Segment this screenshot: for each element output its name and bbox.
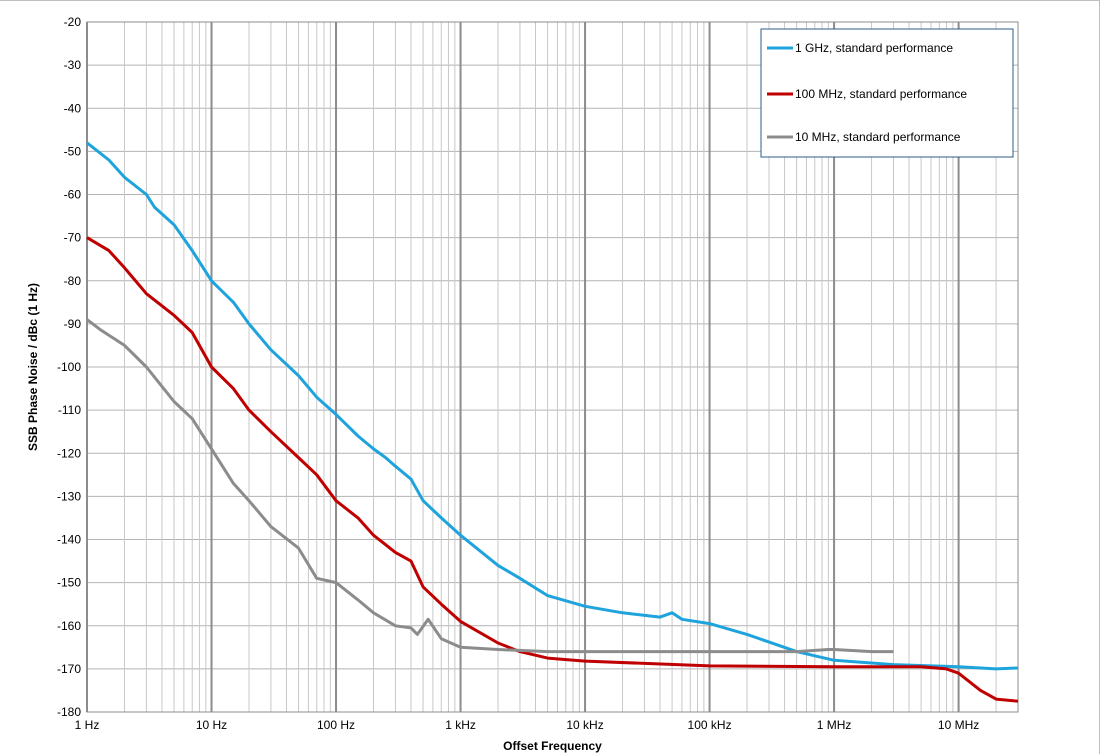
y-tick-labels: -20 -30 -40 -50 -60 -70 -80 -90 -100 -110 -120 -130… [57, 15, 81, 719]
legend-label-100mhz: 100 MHz, standard performance [795, 87, 967, 101]
y-tick-label: -140 [57, 533, 81, 547]
legend-label-10mhz: 10 MHz, standard performance [795, 130, 961, 144]
y-tick-label: -100 [57, 360, 81, 374]
y-tick-label: -90 [64, 317, 82, 331]
plot-border [86, 21, 1019, 713]
y-tick-label: -60 [64, 188, 82, 202]
series-line-2 [86, 318, 894, 654]
y-tick-label: -120 [57, 446, 81, 460]
x-tick-label: 10 MHz [938, 718, 979, 732]
y-axis-title: SSB Phase Noise / dBc (1 Hz) [26, 283, 40, 451]
y-tick-label: -150 [57, 576, 81, 590]
x-tick-label: 100 kHz [688, 718, 732, 732]
legend-label-1ghz: 1 GHz, standard performance [795, 41, 953, 55]
y-tick-label: -50 [64, 144, 82, 158]
x-axis-title: Offset Frequency [503, 739, 602, 753]
legend: 1 GHz, standard performance 100 MHz, sta… [760, 28, 1014, 158]
x-tick-label: 100 Hz [317, 718, 355, 732]
x-tick-label: 1 kHz [445, 718, 476, 732]
x-tick-labels: 1 Hz 10 Hz 100 Hz 1 kHz 10 kHz 100 kHz 1 MHz 10… [75, 718, 980, 732]
y-tick-label: -30 [64, 58, 82, 72]
legend-box [760, 28, 1014, 158]
y-tick-label: -40 [64, 101, 82, 115]
y-tick-label: -130 [57, 489, 81, 503]
series-line-0 [86, 141, 1019, 671]
y-tick-label: -110 [58, 403, 81, 417]
x-tick-label: 1 Hz [75, 718, 100, 732]
series-line-1 [86, 236, 1019, 703]
y-tick-label: -160 [57, 619, 81, 633]
x-tick-label: 10 Hz [196, 718, 227, 732]
y-tick-label: -180 [57, 705, 81, 719]
y-tick-label: -70 [64, 231, 82, 245]
y-tick-label: -170 [57, 662, 81, 676]
y-tick-label: -20 [64, 15, 82, 29]
x-tick-label: 10 kHz [566, 718, 603, 732]
y-tick-label: -80 [64, 274, 82, 288]
series-lines [86, 141, 1019, 703]
x-tick-label: 1 MHz [817, 718, 852, 732]
grid [86, 21, 1019, 713]
